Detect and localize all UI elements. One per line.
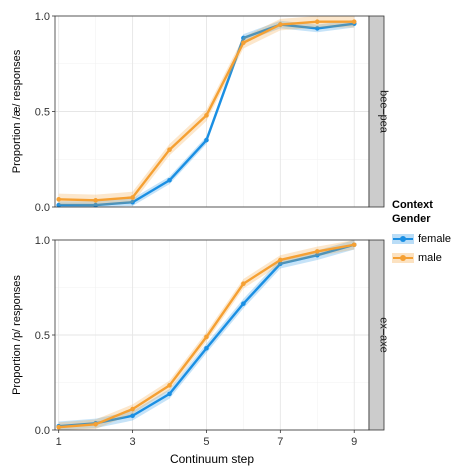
x-tick-label: 3 bbox=[130, 436, 136, 448]
point-male-6 bbox=[241, 40, 246, 46]
point-male-7 bbox=[278, 257, 283, 263]
point-male-4 bbox=[167, 383, 172, 388]
point-male-5 bbox=[204, 334, 209, 340]
point-male-2 bbox=[93, 422, 98, 427]
panel-bee-pea: 0.0 0.5 1.0 Proportion /æ/ responses bee–pea bbox=[11, 11, 390, 214]
point-female-8 bbox=[314, 26, 320, 31]
legend-key-female bbox=[392, 233, 414, 245]
y-tick-label: 0.5 bbox=[35, 107, 50, 119]
point-female-4 bbox=[167, 177, 172, 183]
point-male-3 bbox=[130, 195, 135, 200]
legend-item-male: male bbox=[392, 248, 472, 267]
facet-strip bbox=[368, 15, 385, 208]
legend-label-male: male bbox=[418, 251, 442, 264]
legend-title-line-1: Context bbox=[392, 199, 433, 211]
point-male-6 bbox=[241, 281, 246, 287]
point-male-9 bbox=[351, 19, 357, 25]
panel-ex-axe: 0.0 0.5 1.0 Proportion /p/ responses ex–axe bbox=[11, 235, 390, 437]
point-female-4 bbox=[167, 391, 172, 397]
facet-strip bbox=[368, 239, 385, 431]
series-male bbox=[56, 16, 357, 207]
series-female bbox=[56, 240, 357, 430]
y-tick-label: 1.0 bbox=[35, 235, 50, 247]
legend-item-female: female bbox=[392, 229, 472, 248]
x-tick-label: 1 bbox=[56, 436, 62, 448]
series-male bbox=[56, 240, 357, 430]
legend-label-female: female bbox=[418, 232, 452, 245]
point-female-7 bbox=[278, 261, 283, 267]
point-female-3 bbox=[130, 199, 135, 205]
point-male-8 bbox=[314, 19, 320, 25]
point-female-1 bbox=[56, 202, 61, 208]
point-female-6 bbox=[241, 35, 246, 41]
y-tick-label: 0.0 bbox=[35, 202, 50, 214]
point-female-5 bbox=[204, 137, 209, 143]
point-female-2 bbox=[93, 202, 98, 208]
confidence-band-male bbox=[58, 16, 355, 207]
legend-key-male bbox=[392, 252, 414, 264]
y-tick-label: 0.0 bbox=[35, 425, 50, 437]
point-male-1 bbox=[56, 197, 61, 202]
y-axis-label: Proportion /æ/ responses bbox=[11, 49, 23, 173]
point-female-5 bbox=[204, 346, 209, 351]
x-tick-label: 9 bbox=[351, 436, 357, 448]
point-male-7 bbox=[278, 22, 283, 27]
legend-title-line-2: Gender bbox=[392, 213, 431, 225]
y-tick-label: 0.5 bbox=[35, 330, 50, 342]
y-axis-label: Proportion /p/ responses bbox=[11, 275, 23, 395]
point-male-2 bbox=[93, 198, 98, 203]
point-female-6 bbox=[241, 301, 246, 306]
facet-strip-label: bee–pea bbox=[378, 90, 390, 134]
point-female-3 bbox=[130, 413, 135, 419]
x-axis-label: Continuum step bbox=[170, 452, 254, 466]
x-axis: 1 3 5 7 9 bbox=[56, 430, 357, 448]
point-male-3 bbox=[130, 406, 135, 412]
facet-strip-label: ex–axe bbox=[378, 317, 390, 352]
x-tick-label: 7 bbox=[277, 436, 283, 448]
point-male-9 bbox=[351, 242, 357, 248]
y-tick-label: 1.0 bbox=[35, 11, 50, 23]
x-tick-label: 5 bbox=[203, 436, 209, 448]
point-male-1 bbox=[56, 424, 61, 430]
point-male-5 bbox=[204, 113, 209, 118]
point-female-8 bbox=[314, 252, 320, 258]
point-male-8 bbox=[314, 249, 320, 254]
point-male-4 bbox=[167, 147, 172, 152]
legend: Context Gender female male bbox=[392, 198, 472, 267]
